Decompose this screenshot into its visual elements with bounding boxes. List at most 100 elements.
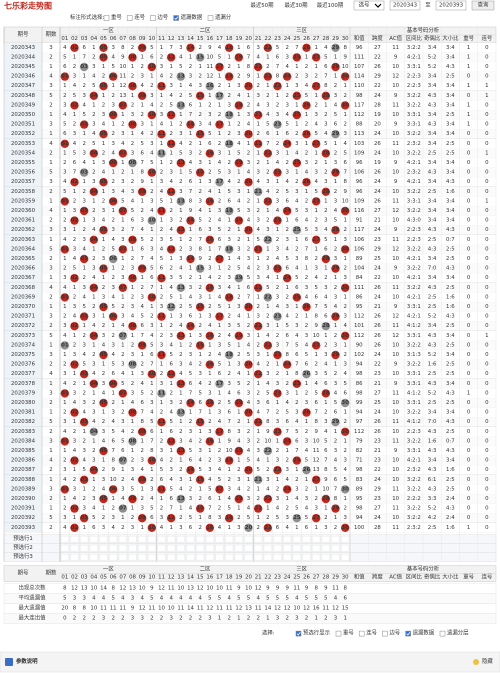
preselect-cell[interactable] [196, 553, 205, 561]
preselect-cell[interactable] [70, 535, 79, 543]
preselect-cell[interactable] [109, 553, 118, 561]
option-label[interactable]: 重号 [111, 13, 122, 21]
preselect-cell[interactable] [312, 544, 321, 552]
preselect-cell[interactable] [167, 544, 176, 552]
to-input[interactable] [435, 0, 467, 11]
preselect-cell[interactable] [302, 553, 311, 561]
help-label[interactable]: 参数说明 [16, 657, 38, 665]
period-link[interactable]: 最近100期 [317, 1, 343, 9]
preselect-cell[interactable] [138, 553, 147, 561]
preselect-cell[interactable] [157, 535, 166, 543]
option-label[interactable]: 连号 [366, 629, 377, 637]
preselect-cell[interactable] [273, 535, 282, 543]
preselect-cell[interactable] [254, 535, 263, 543]
option-label[interactable]: 预选行显示 [303, 629, 331, 637]
checkbox[interactable] [335, 630, 342, 637]
preselect-cell[interactable] [99, 535, 108, 543]
preselect-cell[interactable] [205, 535, 214, 543]
preselect-cell[interactable] [89, 553, 98, 561]
preselect-cell[interactable] [292, 553, 301, 561]
query-text[interactable]: 查询 [478, 1, 489, 9]
checkbox[interactable] [382, 630, 388, 637]
preselect-cell[interactable] [60, 553, 69, 561]
preselect-cell[interactable] [244, 553, 253, 561]
option-label[interactable]: 遗漏分层 [447, 629, 469, 637]
preselect-cell[interactable] [341, 544, 350, 552]
preselect-cell[interactable] [273, 544, 282, 552]
preselect-cell[interactable] [263, 553, 272, 561]
preselect-cell[interactable] [118, 553, 127, 561]
preselect-cell[interactable] [254, 544, 263, 552]
preselect-cell[interactable] [167, 553, 176, 561]
preselect-cell[interactable] [109, 544, 118, 552]
option-label[interactable]: 遗漏数据 [181, 13, 203, 21]
preselect-cell[interactable] [99, 553, 108, 561]
preselect-cell[interactable] [302, 544, 311, 552]
preselect-cell[interactable] [138, 535, 147, 543]
checkbox[interactable] [126, 15, 133, 21]
checkbox[interactable] [207, 15, 214, 21]
preselect-cell[interactable] [321, 535, 330, 543]
preselect-cell[interactable] [244, 535, 253, 543]
checkbox[interactable] [150, 15, 156, 21]
option-label[interactable]: 边号 [157, 13, 168, 21]
preselect-cell[interactable] [128, 535, 137, 543]
preselect-cell[interactable] [176, 553, 185, 561]
preselect-cell[interactable] [225, 535, 234, 543]
preselect-cell[interactable] [60, 535, 69, 543]
preselect-cell[interactable] [196, 544, 205, 552]
preselect-cell[interactable] [292, 544, 301, 552]
checkbox[interactable] [173, 15, 179, 21]
preselect-cell[interactable] [225, 553, 234, 561]
preselect-cell[interactable] [147, 544, 156, 552]
preselect-cell[interactable] [196, 535, 205, 543]
checkbox[interactable] [405, 630, 411, 637]
option-label[interactable]: 重号 [343, 629, 354, 637]
preselect-cell[interactable] [283, 553, 292, 561]
preselect-cell[interactable] [176, 535, 185, 543]
checkbox[interactable] [439, 630, 446, 637]
preselect-cell[interactable] [186, 535, 195, 543]
preselect-cell[interactable] [234, 553, 243, 561]
option-label[interactable]: 边号 [389, 629, 400, 637]
preselect-cell[interactable] [302, 535, 311, 543]
preselect-cell[interactable] [157, 553, 166, 561]
preselect-cell[interactable] [263, 535, 272, 543]
query-button[interactable] [471, 0, 495, 11]
preselect-cell[interactable] [331, 553, 340, 561]
preselect-cell[interactable] [273, 553, 282, 561]
preselect-cell[interactable] [244, 544, 253, 552]
period-link[interactable]: 最近50期 [250, 1, 273, 9]
period-link[interactable]: 最近30期 [284, 1, 307, 9]
preselect-cell[interactable] [205, 544, 214, 552]
preselect-cell[interactable] [205, 553, 214, 561]
preselect-cell[interactable] [186, 553, 195, 561]
preselect-cell[interactable] [341, 553, 350, 561]
preselect-cell[interactable] [60, 544, 69, 552]
preselect-cell[interactable] [341, 535, 350, 543]
preselect-cell[interactable] [118, 535, 127, 543]
hide-label[interactable]: 隐藏 [482, 657, 493, 665]
preselect-cell[interactable] [215, 544, 224, 552]
preselect-cell[interactable] [157, 544, 166, 552]
preselect-cell[interactable] [89, 544, 98, 552]
preselect-cell[interactable] [138, 544, 147, 552]
preselect-cell[interactable] [331, 535, 340, 543]
checkbox[interactable] [358, 630, 365, 637]
preselect-cell[interactable] [99, 544, 108, 552]
option-label[interactable]: 遗漏分 [215, 13, 232, 21]
preselect-cell[interactable] [234, 544, 243, 552]
preselect-cell[interactable] [312, 553, 321, 561]
preselect-cell[interactable] [254, 553, 263, 561]
preselect-cell[interactable] [128, 553, 137, 561]
preselect-cell[interactable] [80, 535, 89, 543]
preselect-cell[interactable] [215, 535, 224, 543]
preselect-cell[interactable] [312, 535, 321, 543]
checkbox[interactable] [295, 630, 302, 637]
preselect-cell[interactable] [80, 544, 89, 552]
preselect-cell[interactable] [215, 553, 224, 561]
select[interactable] [353, 0, 385, 11]
option-label[interactable]: 遗漏数据 [413, 629, 435, 637]
preselect-cell[interactable] [331, 544, 340, 552]
preselect-cell[interactable] [70, 553, 79, 561]
